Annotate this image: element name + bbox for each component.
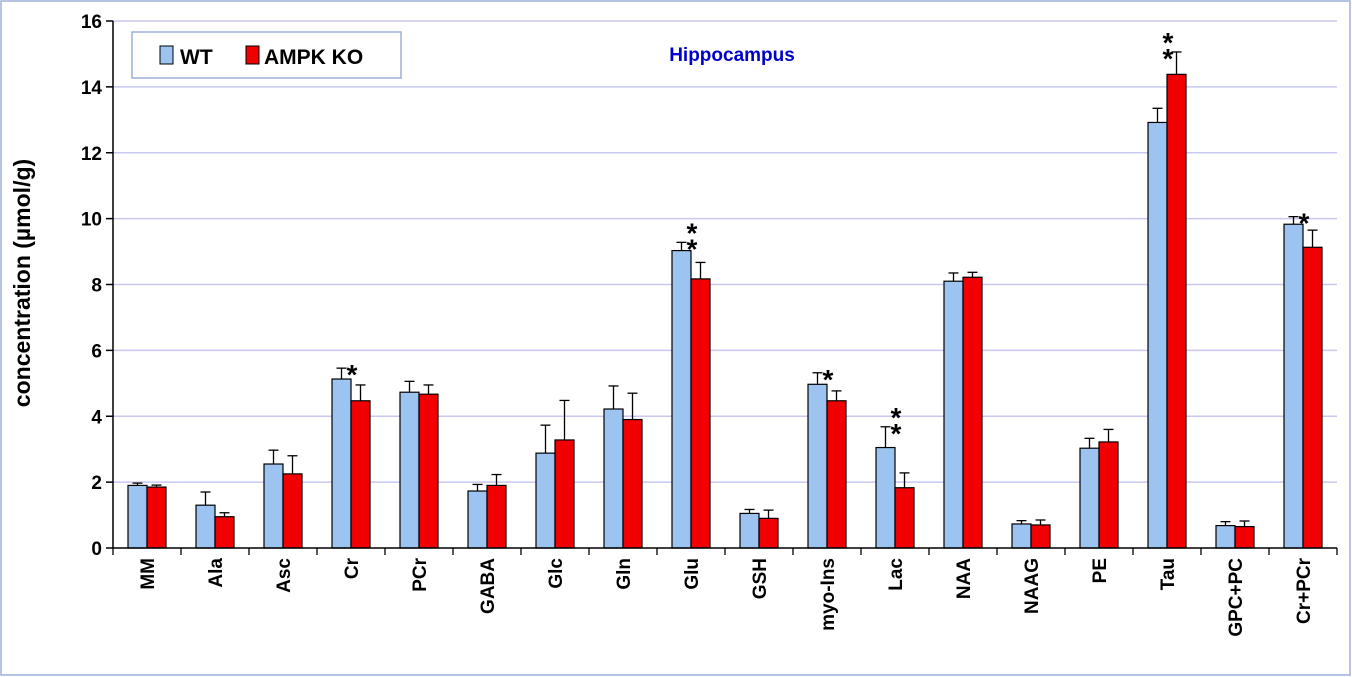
category-label: Gln: [614, 558, 635, 590]
significance-star: *: [823, 364, 834, 395]
bar-wt-GABA: [467, 490, 488, 549]
bar-wt-PE: [1079, 447, 1100, 549]
bar-wt-PCr: [399, 391, 420, 549]
bar-wt-Ala: [195, 504, 216, 549]
category-label: Glu: [682, 558, 703, 590]
legend: WT AMPK KO: [131, 31, 402, 79]
y-tick-label: 6: [91, 341, 102, 362]
significance-star: *: [1163, 27, 1174, 58]
bar-wt-NAAG: [1011, 523, 1032, 549]
bar-wt-GSH: [739, 512, 760, 549]
category-label: PE: [1090, 558, 1111, 583]
axes: [106, 20, 1338, 555]
significance-star: *: [891, 402, 902, 433]
y-tick-label: 4: [91, 407, 102, 428]
bar-ampk-ko-Ala: [214, 516, 235, 549]
bar-ampk-ko-PCr: [418, 393, 439, 549]
bar-wt-Asc: [263, 463, 284, 549]
bar-wt-Lac: [875, 446, 896, 549]
bar-ampk-ko-myo-Ins: [826, 400, 847, 549]
chart-title: Hippocampus: [669, 45, 795, 66]
bar-ampk-ko-Tau: [1166, 73, 1187, 549]
bar-ampk-ko-MM: [146, 486, 167, 549]
bar-ampk-ko-GPC+PC: [1234, 525, 1255, 549]
bar-ampk-ko-Lac: [894, 487, 915, 549]
bar-wt-MM: [127, 484, 148, 549]
y-tick-label: 0: [91, 539, 102, 560]
legend-swatch-ampk-ko: [245, 45, 260, 65]
bar-wt-GPC+PC: [1215, 525, 1236, 549]
significance-star: *: [687, 233, 698, 264]
category-label: Ala: [206, 558, 227, 588]
significance-star: *: [891, 418, 902, 449]
category-label: Lac: [886, 558, 907, 591]
category-label: myo-Ins: [818, 558, 839, 631]
y-tick-label: 16: [81, 12, 102, 33]
labels: 0 2 4 6 8 10 12 14 16 MM Ala Asc Cr PCr GABA Glc Gln Glu G…: [81, 12, 1315, 637]
y-tick-label: 8: [91, 276, 102, 297]
bar-ampk-ko-Cr+PCr: [1302, 246, 1323, 549]
category-label: NAAG: [1022, 558, 1043, 614]
y-tick-label: 14: [81, 78, 103, 99]
bar-wt-Tau: [1147, 121, 1168, 549]
bar-ampk-ko-Glc: [554, 439, 575, 549]
y-tick-label: 10: [81, 210, 102, 231]
bar-wt-NAA: [943, 280, 964, 549]
y-tick-label: 12: [81, 144, 102, 165]
bar-wt-myo-Ins: [807, 383, 828, 549]
category-label: Cr: [342, 557, 363, 579]
bar-wt-Glu: [671, 249, 692, 549]
legend-swatch-wt: [159, 45, 174, 65]
legend-box: [131, 31, 402, 79]
legend-label-wt: WT: [180, 46, 213, 69]
category-label: MM: [138, 558, 159, 590]
bar-ampk-ko-Gln: [622, 418, 643, 549]
category-label: GPC+PC: [1226, 558, 1247, 637]
category-label: PCr: [410, 557, 431, 591]
bar-ampk-ko-Asc: [282, 473, 303, 549]
significance-star: *: [687, 217, 698, 248]
category-label: Glc: [546, 558, 567, 589]
y-tick-label: 2: [91, 473, 102, 494]
bar-wt-Gln: [603, 408, 624, 549]
bar-ampk-ko-PE: [1098, 441, 1119, 549]
bar-wt-Cr: [331, 378, 352, 549]
category-label: GSH: [750, 558, 771, 599]
bar-ampk-ko-NAAG: [1030, 524, 1051, 549]
bar-ampk-ko-Cr: [350, 400, 371, 549]
bar-ampk-ko-Glu: [690, 278, 711, 549]
bar-wt-Glc: [535, 452, 556, 549]
category-label: Asc: [274, 558, 295, 593]
bar-ampk-ko-GSH: [758, 517, 779, 549]
legend-label-ampk-ko: AMPK KO: [264, 46, 363, 69]
significance-star: *: [1163, 43, 1174, 74]
category-label: Tau: [1158, 558, 1179, 590]
category-label: GABA: [478, 558, 499, 614]
significance-star: *: [347, 359, 358, 390]
category-label: Cr+PCr: [1294, 557, 1315, 624]
bars: [127, 51, 1323, 549]
bar-wt-Cr+PCr: [1283, 223, 1304, 549]
y-axis-label: concentration (µmol/g): [9, 159, 35, 407]
gridlines: [113, 20, 1337, 483]
significance-star: *: [1299, 208, 1310, 239]
bar-ampk-ko-NAA: [962, 276, 983, 549]
category-label: NAA: [954, 558, 975, 599]
bar-ampk-ko-GABA: [486, 484, 507, 549]
